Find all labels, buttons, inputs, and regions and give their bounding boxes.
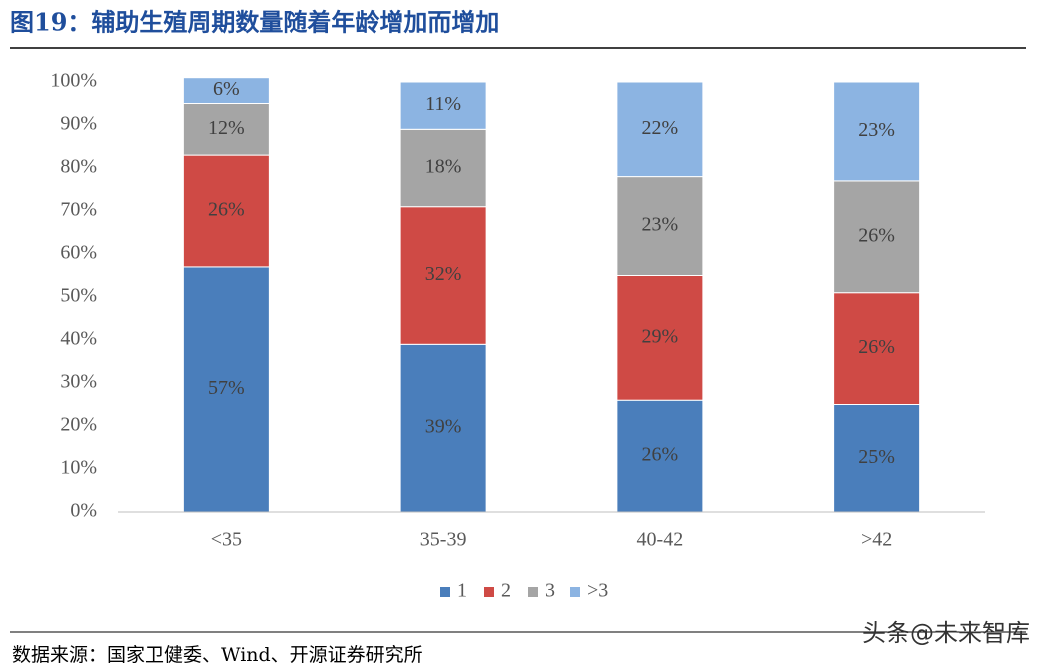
bar-segment [399, 343, 487, 513]
legend-label: 3 [545, 580, 555, 602]
source: 数据来源：国家卫健委、Wind、开源证券研究所 [12, 644, 423, 666]
data-label: 26% [642, 444, 679, 466]
data-label: 32% [425, 263, 462, 285]
data-label: 23% [642, 214, 679, 236]
data-label: 18% [425, 156, 462, 178]
legend-label: >3 [587, 580, 608, 602]
y-tick-label: 80% [60, 156, 97, 178]
x-tick-label: <35 [211, 529, 242, 551]
y-tick-label: 60% [60, 242, 97, 264]
y-tick-label: 40% [60, 328, 97, 350]
x-tick-label: >42 [861, 529, 892, 551]
data-label: 57% [208, 377, 245, 399]
x-tick-label: 35-39 [420, 529, 467, 551]
bar-segment [833, 81, 921, 182]
y-tick-label: 70% [60, 199, 97, 221]
data-label: 26% [858, 336, 895, 358]
data-label: 22% [642, 117, 679, 139]
y-tick-label: 30% [60, 371, 97, 393]
bar-segment [616, 176, 704, 277]
legend-label: 2 [501, 580, 511, 602]
legend-marker [440, 587, 450, 597]
chart-title: 图19：辅助生殖周期数量随着年龄增加而增加 [10, 8, 499, 37]
legend-label: 1 [457, 580, 467, 602]
bar-segment [399, 206, 487, 345]
legend-marker [570, 587, 580, 597]
legend-marker [528, 587, 538, 597]
bar-segment [616, 399, 704, 513]
data-label: 25% [858, 446, 895, 468]
bar-segment [399, 128, 487, 208]
data-label: 29% [642, 325, 679, 347]
y-tick-label: 0% [70, 500, 97, 522]
bar-segment [616, 81, 704, 178]
data-label: 11% [425, 93, 461, 115]
y-tick-label: 10% [60, 457, 97, 479]
bar-segment [182, 77, 270, 104]
y-tick-label: 90% [60, 113, 97, 135]
data-label: 39% [425, 416, 462, 438]
y-tick-label: 100% [50, 70, 97, 92]
y-tick-label: 20% [60, 414, 97, 436]
watermark: 头条@未来智库 [862, 619, 1030, 647]
bar-segment [833, 404, 921, 513]
bar-segment [833, 292, 921, 406]
legend-marker [484, 587, 494, 597]
bar-segment [182, 266, 270, 513]
bar-segment [833, 180, 921, 294]
data-label: 12% [208, 117, 245, 139]
data-label: 23% [858, 119, 895, 141]
data-label: 6% [213, 78, 240, 100]
x-tick-label: 40-42 [637, 529, 684, 551]
data-label: 26% [208, 199, 245, 221]
bar-segment [399, 81, 487, 130]
bar-segment [182, 103, 270, 156]
y-tick-label: 50% [60, 285, 97, 307]
data-label: 26% [858, 224, 895, 246]
